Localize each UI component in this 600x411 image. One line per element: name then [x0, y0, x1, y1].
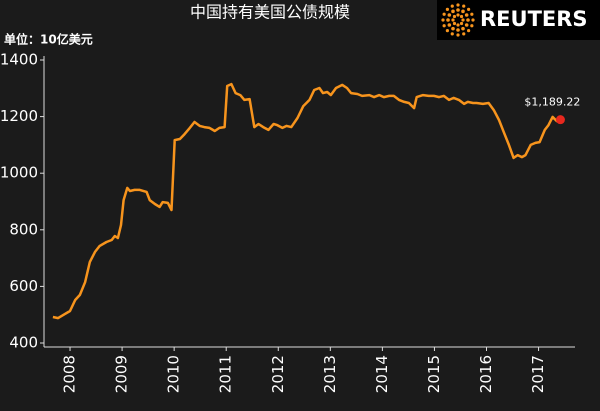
chart-title: 中国持有美国公债规模 — [190, 3, 350, 22]
logo-dot — [459, 14, 464, 19]
y-tick-label: 1400 — [0, 51, 38, 69]
logo-dot — [456, 8, 460, 12]
logo-dot — [451, 18, 455, 22]
x-tick-label: 2009 — [113, 355, 131, 393]
unit-label: 单位：10亿美元 — [4, 32, 93, 47]
logo-dot — [467, 7, 471, 11]
x-tick-label: 2010 — [165, 355, 183, 393]
x-tick-label: 2012 — [269, 355, 287, 393]
logo-dot — [446, 18, 450, 22]
logo-dot — [462, 32, 466, 36]
logo-dot — [456, 3, 460, 7]
logo-dot — [450, 32, 454, 36]
logo-dot — [451, 26, 455, 31]
logo-dot — [470, 12, 474, 16]
logo-dot — [441, 18, 445, 22]
logo-dot — [450, 4, 454, 8]
x-tick-label: 2014 — [373, 355, 391, 393]
logo-dot — [464, 23, 469, 27]
data-line — [52, 82, 561, 320]
logo-dot — [461, 26, 465, 31]
logo-dot — [447, 13, 452, 17]
x-tick-label: 2013 — [321, 355, 339, 393]
y-tick-label: 800 — [9, 220, 38, 238]
logo-dot — [456, 28, 460, 32]
x-tick-label: 2011 — [217, 355, 235, 393]
logo-mark — [441, 3, 475, 37]
logo-dot — [471, 18, 475, 22]
logo-dot — [445, 7, 449, 11]
logo-text: REUTERS — [480, 7, 588, 31]
logo-dot — [442, 12, 446, 16]
y-tick-label: 1000 — [0, 164, 38, 182]
annotation: $1,189.22 — [524, 96, 580, 109]
x-tick-label: 2017 — [529, 355, 547, 393]
logo-dot — [452, 14, 457, 19]
logo-dot — [456, 33, 460, 37]
logo-dot — [447, 23, 452, 27]
logo-dot — [464, 13, 469, 17]
x-tick-label: 2008 — [61, 355, 79, 393]
logo-dot — [461, 18, 465, 22]
x-tick-label: 2016 — [477, 355, 495, 393]
y-tick-label: 600 — [9, 277, 38, 295]
logo-dot — [461, 9, 465, 14]
logo-dot — [456, 23, 460, 27]
y-tick-label: 400 — [9, 334, 38, 352]
logo-dot — [456, 13, 460, 17]
logo-dot — [442, 24, 446, 28]
logo-dot — [451, 9, 455, 14]
end-marker — [555, 115, 565, 125]
logo-dot — [470, 24, 474, 28]
logo-dot — [445, 29, 449, 33]
logo-dot — [466, 18, 470, 22]
logo-dot — [467, 29, 471, 33]
logo-dot — [462, 4, 466, 8]
logo-dot — [452, 21, 457, 26]
y-tick-label: 1200 — [0, 107, 38, 125]
logo-dot — [459, 21, 464, 26]
x-tick-label: 2015 — [425, 355, 443, 393]
